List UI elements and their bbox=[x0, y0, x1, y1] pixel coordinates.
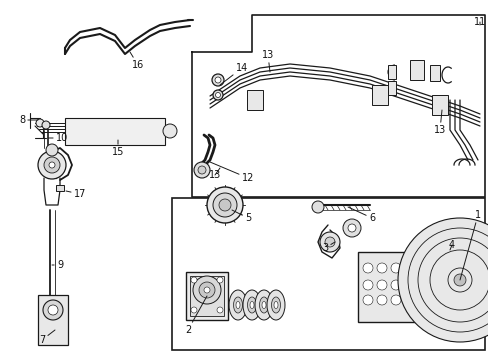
Text: 6: 6 bbox=[347, 207, 374, 223]
Text: 13: 13 bbox=[208, 168, 221, 180]
Bar bbox=[431, 95, 447, 115]
Text: 12: 12 bbox=[209, 162, 254, 183]
Circle shape bbox=[38, 151, 66, 179]
Circle shape bbox=[362, 280, 372, 290]
Bar bbox=[387, 81, 395, 95]
Bar bbox=[38, 295, 68, 345]
Circle shape bbox=[203, 287, 209, 293]
Circle shape bbox=[215, 77, 221, 83]
Bar bbox=[429, 65, 439, 81]
Ellipse shape bbox=[247, 297, 256, 313]
Circle shape bbox=[191, 307, 197, 313]
Bar bbox=[409, 60, 423, 80]
Text: 1: 1 bbox=[459, 210, 480, 280]
Text: 8: 8 bbox=[19, 115, 38, 125]
Circle shape bbox=[390, 280, 400, 290]
Ellipse shape bbox=[236, 302, 240, 309]
Ellipse shape bbox=[233, 297, 242, 313]
Circle shape bbox=[194, 162, 209, 178]
Circle shape bbox=[217, 277, 223, 283]
Circle shape bbox=[49, 162, 55, 168]
Circle shape bbox=[362, 295, 372, 305]
Text: 4: 4 bbox=[448, 240, 454, 250]
Text: 13: 13 bbox=[433, 110, 445, 135]
Ellipse shape bbox=[271, 297, 280, 313]
Circle shape bbox=[376, 295, 386, 305]
Circle shape bbox=[48, 305, 58, 315]
Ellipse shape bbox=[262, 302, 265, 309]
Text: 11: 11 bbox=[473, 17, 485, 27]
Circle shape bbox=[390, 263, 400, 273]
Circle shape bbox=[397, 218, 488, 342]
Circle shape bbox=[390, 295, 400, 305]
Text: 7: 7 bbox=[39, 330, 55, 345]
Text: 2: 2 bbox=[184, 296, 206, 335]
Ellipse shape bbox=[273, 302, 278, 309]
Bar bbox=[246, 90, 263, 110]
Text: 14: 14 bbox=[220, 63, 247, 85]
Circle shape bbox=[163, 124, 177, 138]
Circle shape bbox=[191, 277, 197, 283]
Text: 15: 15 bbox=[112, 140, 124, 157]
Text: 3: 3 bbox=[321, 242, 334, 253]
Bar bbox=[387, 65, 395, 79]
Ellipse shape bbox=[243, 290, 261, 320]
Circle shape bbox=[342, 219, 360, 237]
Text: 16: 16 bbox=[130, 52, 144, 70]
Bar bbox=[357, 252, 422, 322]
Bar bbox=[371, 85, 387, 105]
Text: 10: 10 bbox=[48, 133, 68, 143]
Bar bbox=[56, 185, 64, 191]
Bar bbox=[190, 276, 224, 316]
Circle shape bbox=[376, 263, 386, 273]
Circle shape bbox=[46, 144, 58, 156]
Ellipse shape bbox=[228, 290, 246, 320]
Circle shape bbox=[347, 224, 355, 232]
Bar bbox=[185, 272, 227, 320]
Ellipse shape bbox=[249, 302, 253, 309]
Text: 13: 13 bbox=[262, 50, 274, 72]
Circle shape bbox=[36, 119, 44, 127]
Circle shape bbox=[206, 187, 243, 223]
Circle shape bbox=[198, 166, 205, 174]
Bar bbox=[172, 198, 484, 350]
Circle shape bbox=[212, 74, 224, 86]
Circle shape bbox=[362, 263, 372, 273]
Text: 9: 9 bbox=[52, 260, 63, 270]
Circle shape bbox=[213, 90, 223, 100]
Ellipse shape bbox=[266, 290, 285, 320]
Circle shape bbox=[219, 199, 230, 211]
Circle shape bbox=[311, 201, 324, 213]
Circle shape bbox=[376, 280, 386, 290]
Text: 5: 5 bbox=[231, 210, 251, 223]
Circle shape bbox=[215, 93, 220, 98]
Bar bbox=[65, 118, 164, 145]
Circle shape bbox=[453, 274, 465, 286]
Circle shape bbox=[213, 193, 237, 217]
Text: 17: 17 bbox=[66, 189, 86, 199]
Ellipse shape bbox=[254, 290, 272, 320]
Ellipse shape bbox=[259, 297, 268, 313]
Circle shape bbox=[43, 300, 63, 320]
Circle shape bbox=[199, 282, 215, 298]
Circle shape bbox=[325, 237, 334, 247]
Circle shape bbox=[217, 307, 223, 313]
Circle shape bbox=[193, 276, 221, 304]
Circle shape bbox=[42, 121, 50, 129]
Circle shape bbox=[319, 232, 339, 252]
Circle shape bbox=[44, 157, 60, 173]
